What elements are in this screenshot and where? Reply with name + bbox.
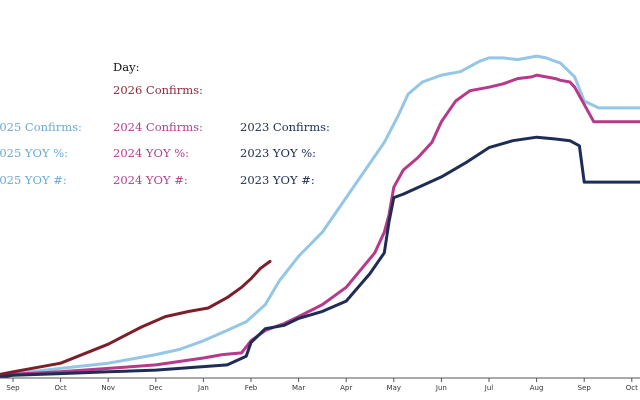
tooltip-2023-row-3: 2023 YOY #: [240,173,315,187]
tooltip-2025-row-1: 2025 Confirms: [0,120,82,134]
x-tick-label: Oct [626,384,638,392]
x-tick-label: Sep [6,384,20,392]
hover-tooltip: Day: 2026 Confirms: 2025 Confirms: 2025 YOY… [0,60,330,187]
tooltip-2025-row-2: 2025 YOY %: [0,146,68,160]
x-tick-label: Nov [101,384,115,392]
series-line-2025 [0,54,640,377]
tooltip-2023-row-1: 2023 Confirms: [240,120,330,134]
x-tick-label: Feb [245,384,258,392]
x-axis: Sep Oct Nov Dec Jan Feb Mar Apr May Jun Jul Aug Sep O… [0,377,640,392]
tooltip-2024-row-1: 2024 Confirms: [113,120,203,134]
x-tick-label: May [387,384,401,392]
x-tick-label: Aug [530,384,544,392]
x-tick-label: Dec [149,384,163,392]
x-tick-label: Jul [484,384,494,392]
tooltip-2026-confirms: 2026 Confirms: [113,83,203,97]
tooltip-2023-row-2: 2023 YOY %: [240,146,316,160]
x-tick-label: Sep [578,384,592,392]
x-tick-label: Jan [197,384,209,392]
tooltip-2024-row-3: 2024 YOY #: [113,173,188,187]
x-tick-label: Jun [435,384,447,392]
tooltip-day-label: Day: [113,60,139,74]
x-tick-label: Apr [340,384,352,392]
series-line-2024 [0,73,640,378]
tooltip-2024-row-2: 2024 YOY %: [113,146,189,160]
series-line-2026 [0,259,272,376]
x-tick-label: Mar [292,384,305,392]
tooltip-2025-row-3: 2025 YOY #: [0,173,67,187]
x-tick-label: Oct [55,384,67,392]
series-line-2023 [0,135,640,379]
series-lines [0,54,640,379]
